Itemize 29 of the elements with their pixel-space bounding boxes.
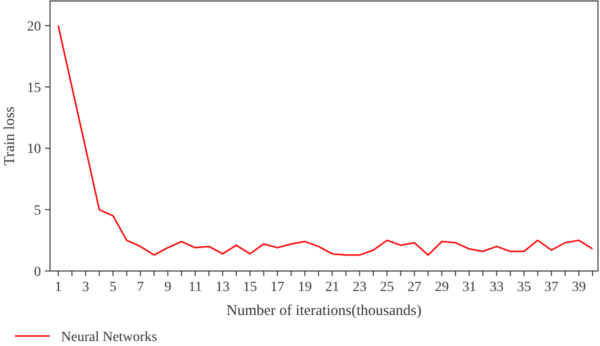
x-tick-label: 5 xyxy=(110,280,117,295)
x-tick-label: 11 xyxy=(188,280,202,295)
x-tick-label: 9 xyxy=(164,280,172,295)
line-series xyxy=(57,24,594,256)
x-tick-label: 37 xyxy=(544,280,558,295)
y-tick-label: 15 xyxy=(27,80,41,96)
x-axis-title: Number of iterations(thousands) xyxy=(226,303,422,319)
x-tick-label: 17 xyxy=(270,280,284,295)
y-axis-title: Train loss xyxy=(2,106,18,166)
y-tick-label: 0 xyxy=(34,264,41,280)
x-tick-label: 7 xyxy=(136,280,144,295)
legend-label: Neural Networks xyxy=(61,330,158,345)
x-tick-label: 27 xyxy=(407,280,422,295)
x-tick-label: 19 xyxy=(298,280,312,295)
x-tick-label: 3 xyxy=(82,280,90,295)
x-tick-label: 39 xyxy=(572,280,586,295)
y-tick-label: 20 xyxy=(27,19,41,34)
x-tick-label: 15 xyxy=(243,280,258,295)
x-tick-label: 13 xyxy=(216,280,230,295)
x-tick-label: 25 xyxy=(380,280,394,295)
x-tick-label: 23 xyxy=(352,280,367,295)
x-tick-label: 31 xyxy=(462,280,476,295)
y-tick-label: 10 xyxy=(27,142,41,158)
x-tick-label: 35 xyxy=(517,280,532,295)
x-tick-label: 29 xyxy=(434,280,449,295)
y-tick-label: 5 xyxy=(34,204,41,219)
x-tick-label: 33 xyxy=(490,280,504,295)
x-tick-label: 1 xyxy=(54,280,62,295)
x-tick-label: 21 xyxy=(325,280,340,295)
